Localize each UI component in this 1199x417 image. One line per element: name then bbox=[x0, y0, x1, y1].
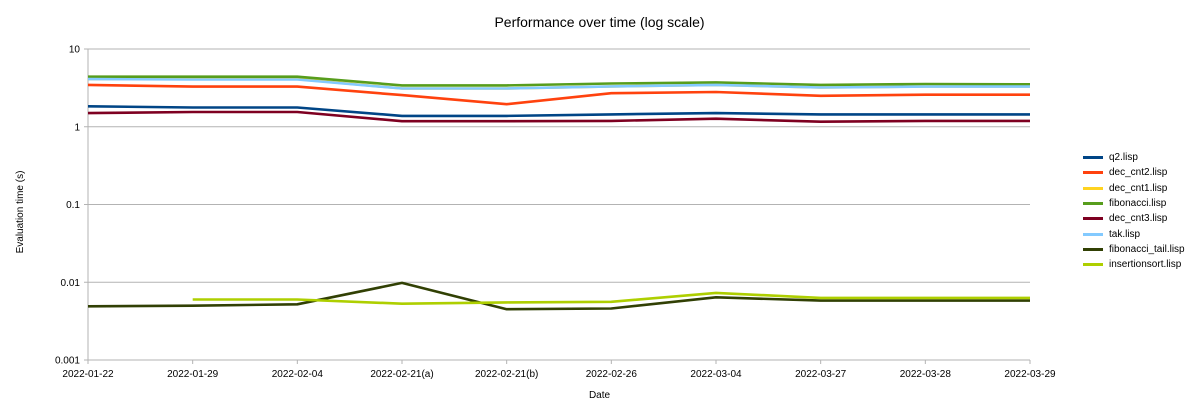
x-tick-label: 2022-02-26 bbox=[586, 369, 638, 380]
y-tick-label: 10 bbox=[69, 45, 81, 56]
x-tick-label: 2022-03-27 bbox=[795, 369, 847, 380]
x-tick-label: 2022-03-28 bbox=[900, 369, 952, 380]
x-tick-label: 2022-01-22 bbox=[62, 369, 114, 380]
legend-swatch bbox=[1083, 171, 1103, 175]
legend-label: fibonacci_tail.lisp bbox=[1109, 243, 1185, 255]
x-tick-label: 2022-03-04 bbox=[690, 369, 742, 380]
series-line-tak-lisp bbox=[87, 77, 1030, 90]
legend-label: fibonacci.lisp bbox=[1109, 198, 1167, 210]
legend-label: dec_cnt2.lisp bbox=[1109, 167, 1168, 179]
chart-title: Performance over time (log scale) bbox=[494, 14, 705, 30]
series-line-fibonacci-tail-lisp bbox=[87, 281, 1030, 311]
legend-label: q2.lisp bbox=[1109, 152, 1138, 164]
y-tick-label: 0.1 bbox=[66, 200, 80, 211]
legend-item: insertionsort.lisp bbox=[1083, 257, 1185, 272]
legend-label: tak.lisp bbox=[1109, 228, 1141, 240]
y-tick-label: 0.001 bbox=[55, 356, 80, 367]
series-line-q2-lisp bbox=[87, 105, 1030, 118]
legend-item: dec_cnt3.lisp bbox=[1083, 211, 1185, 226]
legend-swatch bbox=[1083, 263, 1103, 267]
legend-label: dec_cnt3.lisp bbox=[1109, 213, 1168, 225]
legend-swatch bbox=[1083, 202, 1103, 206]
legend-swatch bbox=[1083, 247, 1103, 251]
series-line-dec-cnt2-lisp bbox=[87, 83, 1030, 106]
legend-item: fibonacci.lisp bbox=[1083, 196, 1185, 211]
x-tick-label: 2022-02-04 bbox=[272, 369, 324, 380]
legend-swatch bbox=[1083, 232, 1103, 236]
x-tick-label: 2022-03-29 bbox=[1004, 369, 1056, 380]
legend-item: dec_cnt1.lisp bbox=[1083, 181, 1185, 196]
x-tick-label: 2022-02-21(a) bbox=[370, 369, 433, 380]
series-line-dec-cnt3-lisp bbox=[87, 110, 1030, 123]
legend-item: q2.lisp bbox=[1083, 150, 1185, 165]
legend-swatch bbox=[1083, 156, 1103, 160]
legend-item: dec_cnt2.lisp bbox=[1083, 165, 1185, 180]
x-axis-label: Date bbox=[588, 390, 611, 401]
series-line-insertionsort-lisp bbox=[192, 291, 1030, 305]
legend-label: insertionsort.lisp bbox=[1109, 259, 1182, 271]
legend-item: fibonacci_tail.lisp bbox=[1083, 242, 1185, 257]
series-line-fibonacci-lisp bbox=[88, 75, 1031, 87]
x-tick-label: 2022-01-29 bbox=[167, 369, 219, 380]
legend-swatch bbox=[1083, 186, 1103, 190]
legend-swatch bbox=[1083, 217, 1103, 221]
x-tick-label: 2022-02-21(b) bbox=[475, 369, 538, 380]
legend-item: tak.lisp bbox=[1083, 226, 1185, 241]
y-tick-label: 1 bbox=[74, 122, 80, 133]
y-tick-label: 0.01 bbox=[61, 278, 81, 289]
legend-label: dec_cnt1.lisp bbox=[1109, 182, 1168, 194]
